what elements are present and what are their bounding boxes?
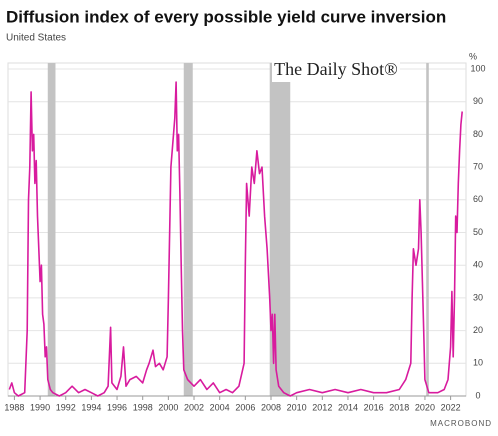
x-tick-label: 2014: [338, 402, 358, 412]
x-tick-label: 2004: [210, 402, 230, 412]
x-tick-label: 1994: [81, 402, 101, 412]
x-tick-label: 1990: [30, 402, 50, 412]
x-tick-label: 2012: [312, 402, 332, 412]
y-tick-label: 90: [473, 96, 483, 106]
y-tick-label: 60: [473, 194, 483, 204]
x-tick-label: 2000: [158, 402, 178, 412]
x-tick-label: 1992: [56, 402, 76, 412]
data-line: [8, 81, 463, 397]
x-tick-label: 1996: [107, 402, 127, 412]
y-tick-label: 50: [473, 227, 483, 237]
x-tick-label: 2010: [287, 402, 307, 412]
x-tick-label: 2002: [184, 402, 204, 412]
y-tick-label: 70: [473, 161, 483, 171]
x-tick-label: 2020: [415, 402, 435, 412]
x-tick-label: 1988: [4, 402, 24, 412]
x-tick-label: 2016: [364, 402, 384, 412]
x-tick-label: 2018: [389, 402, 409, 412]
x-tick-label: 2006: [235, 402, 255, 412]
chart-title: Diffusion index of every possible yield …: [6, 7, 446, 26]
y-tick-label: 40: [473, 260, 483, 270]
watermark-bg: [272, 58, 400, 82]
x-tick-label: 2008: [261, 402, 281, 412]
y-tick-label: 80: [473, 129, 483, 139]
recession-band: [269, 63, 291, 396]
plot-area: [7, 62, 467, 397]
y-tick-label: 30: [473, 292, 483, 302]
x-tick-label: 2022: [441, 402, 461, 412]
y-tick-label: 10: [473, 358, 483, 368]
y-unit: %: [469, 51, 477, 61]
watermark: The Daily Shot®: [274, 59, 398, 79]
recession-band: [47, 63, 56, 396]
x-tick-label: 1998: [133, 402, 153, 412]
recession-band: [183, 63, 193, 396]
chart-subtitle: United States: [6, 33, 66, 44]
source: MACROBOND: [430, 419, 492, 428]
recession-band: [426, 63, 429, 396]
y-tick-label: 20: [473, 325, 483, 335]
y-tick-label: 100: [470, 63, 485, 73]
y-tick-label: 0: [475, 390, 480, 400]
